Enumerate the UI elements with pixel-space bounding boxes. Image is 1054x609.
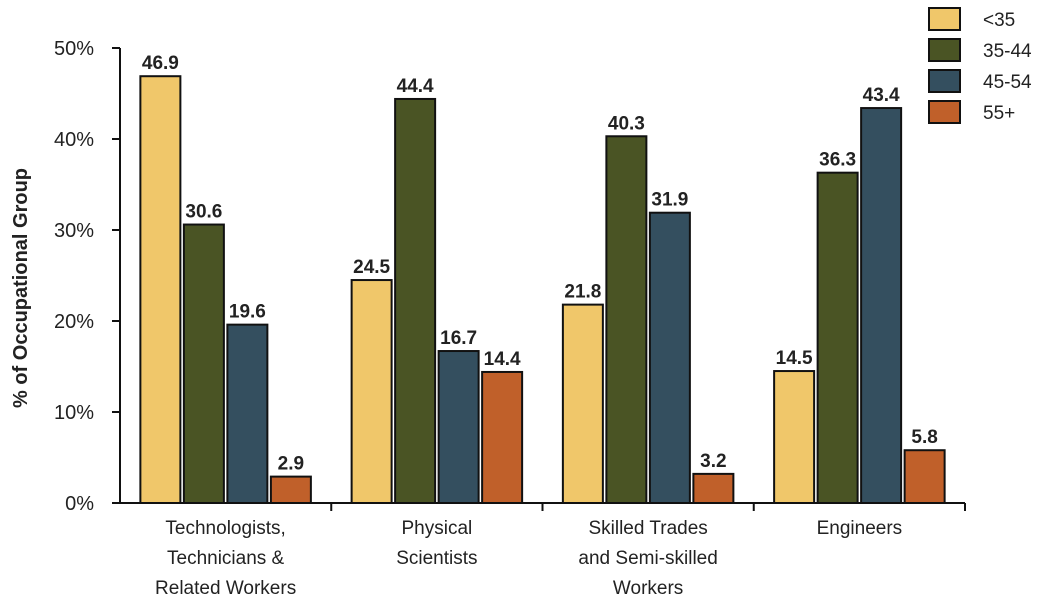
bar	[816, 171, 859, 504]
legend-label: 45-54	[983, 72, 1032, 93]
category-labels: Technologists, Technicians & Related Worke…	[155, 518, 902, 599]
y-tick-label: 40%	[54, 129, 94, 151]
data-label: 21.8	[564, 282, 601, 303]
bar	[561, 303, 604, 504]
x-category-label-line: Workers	[613, 578, 683, 599]
data-label: 14.5	[776, 348, 813, 369]
x-category-label: Technologists, Technicians & Related Worke…	[155, 518, 296, 599]
data-label: 31.9	[651, 190, 688, 211]
bar	[648, 211, 691, 505]
y-tick-label: 30%	[54, 220, 94, 242]
bars: 46.9 30.6 19.6 2.9 24.5 44.4 16.7 14.4 21.8 40.3 3…	[139, 53, 946, 505]
x-category-label-line: Engineers	[817, 518, 903, 539]
bar	[226, 323, 269, 505]
bar	[182, 223, 225, 504]
data-label: 40.3	[608, 113, 645, 134]
legend: <35 35-44 45-54 55+	[928, 7, 1032, 124]
bar	[860, 107, 903, 504]
legend-label: 35-44	[983, 41, 1032, 62]
bar	[139, 75, 182, 505]
y-tick-label: 0%	[65, 493, 94, 515]
legend-swatch	[928, 7, 961, 31]
legend-label: 55+	[983, 103, 1015, 124]
x-category-label: Physical Scientists	[396, 518, 477, 569]
bar	[692, 472, 735, 505]
x-category-label-line: Related Workers	[155, 578, 296, 599]
x-category-label-line: Technicians &	[167, 548, 285, 569]
data-label: 2.9	[278, 454, 304, 475]
data-label: 44.4	[397, 76, 434, 97]
x-category-label-line: and Semi-skilled	[578, 548, 717, 569]
data-label: 16.7	[440, 328, 477, 349]
legend-swatch	[928, 69, 961, 93]
data-label: 46.9	[142, 53, 179, 74]
bar	[437, 350, 480, 504]
data-label: 14.4	[484, 349, 521, 370]
data-label: 19.6	[229, 302, 266, 323]
data-label: 30.6	[185, 202, 222, 223]
legend-swatch	[928, 100, 961, 124]
bar	[350, 279, 393, 504]
bar	[394, 97, 437, 505]
bar	[269, 475, 312, 504]
bar	[605, 135, 648, 505]
legend-label: <35	[983, 10, 1015, 31]
y-axis-title: % of Occupational Group	[10, 168, 32, 408]
data-label: 24.5	[353, 257, 390, 278]
x-category-label-line: Technologists,	[165, 518, 285, 539]
bar	[903, 449, 946, 504]
data-label: 43.4	[863, 85, 900, 106]
data-label: 5.8	[911, 427, 937, 448]
bar	[481, 370, 524, 504]
x-category-label-line: Physical	[402, 518, 473, 539]
legend-swatch	[928, 38, 961, 62]
data-label: 36.3	[819, 150, 856, 171]
y-axis-ticks: 0% 10% 20% 30% 40% 50%	[54, 38, 120, 515]
x-category-label: Engineers	[817, 518, 903, 539]
y-tick-label: 20%	[54, 311, 94, 333]
data-label: 3.2	[700, 451, 726, 472]
x-category-label-line: Skilled Trades	[588, 518, 707, 539]
bar	[773, 370, 816, 504]
x-category-label-line: Scientists	[396, 548, 477, 569]
y-tick-label: 10%	[54, 402, 94, 424]
axes	[119, 48, 966, 511]
x-category-label: Skilled Trades and Semi-skilled Workers	[578, 518, 717, 599]
y-tick-label: 50%	[54, 38, 94, 60]
